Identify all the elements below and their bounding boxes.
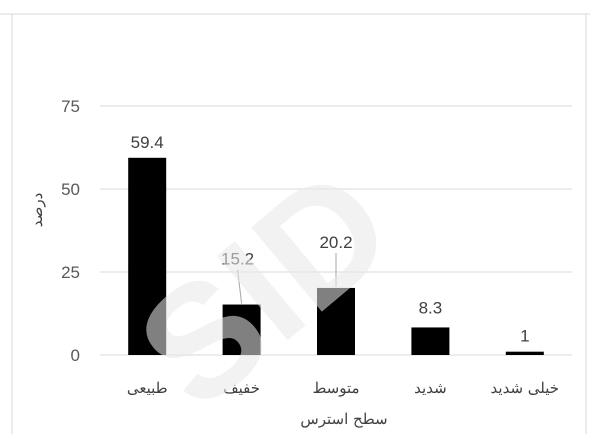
x-tick-labels: طبیعی خفیف متوسط شدید خیلی شدید <box>127 379 559 397</box>
x-tick-label: متوسط <box>312 379 359 397</box>
x-tick-label: طبیعی <box>127 379 168 397</box>
bar <box>128 157 167 355</box>
x-tick-label: خیلی شدید <box>491 379 560 397</box>
bar <box>505 351 544 355</box>
leader-line <box>237 269 243 304</box>
y-tick-label: 25 <box>61 263 80 282</box>
x-tick-label: خفیف <box>223 379 260 397</box>
bar <box>222 304 261 355</box>
leader-lines <box>237 252 337 304</box>
data-label: 20.2 <box>319 233 352 252</box>
data-label: 15.2 <box>221 250 254 269</box>
y-tick-label: 75 <box>61 97 80 116</box>
y-tick-labels: 0 25 50 75 <box>61 97 80 365</box>
x-axis-title: سطح استرس <box>300 410 387 428</box>
y-tick-label: 50 <box>61 180 80 199</box>
data-label: 1 <box>520 327 529 346</box>
bar <box>411 327 450 355</box>
data-label: 8.3 <box>419 298 443 317</box>
x-tick-label: شدید <box>414 379 447 397</box>
bars <box>128 157 544 355</box>
data-labels: 59.4 15.2 20.2 8.3 1 <box>131 133 530 346</box>
data-label: 59.4 <box>131 133 164 152</box>
y-tick-label: 0 <box>71 346 80 365</box>
y-axis-title: درصد <box>28 193 46 228</box>
bar <box>317 287 355 355</box>
